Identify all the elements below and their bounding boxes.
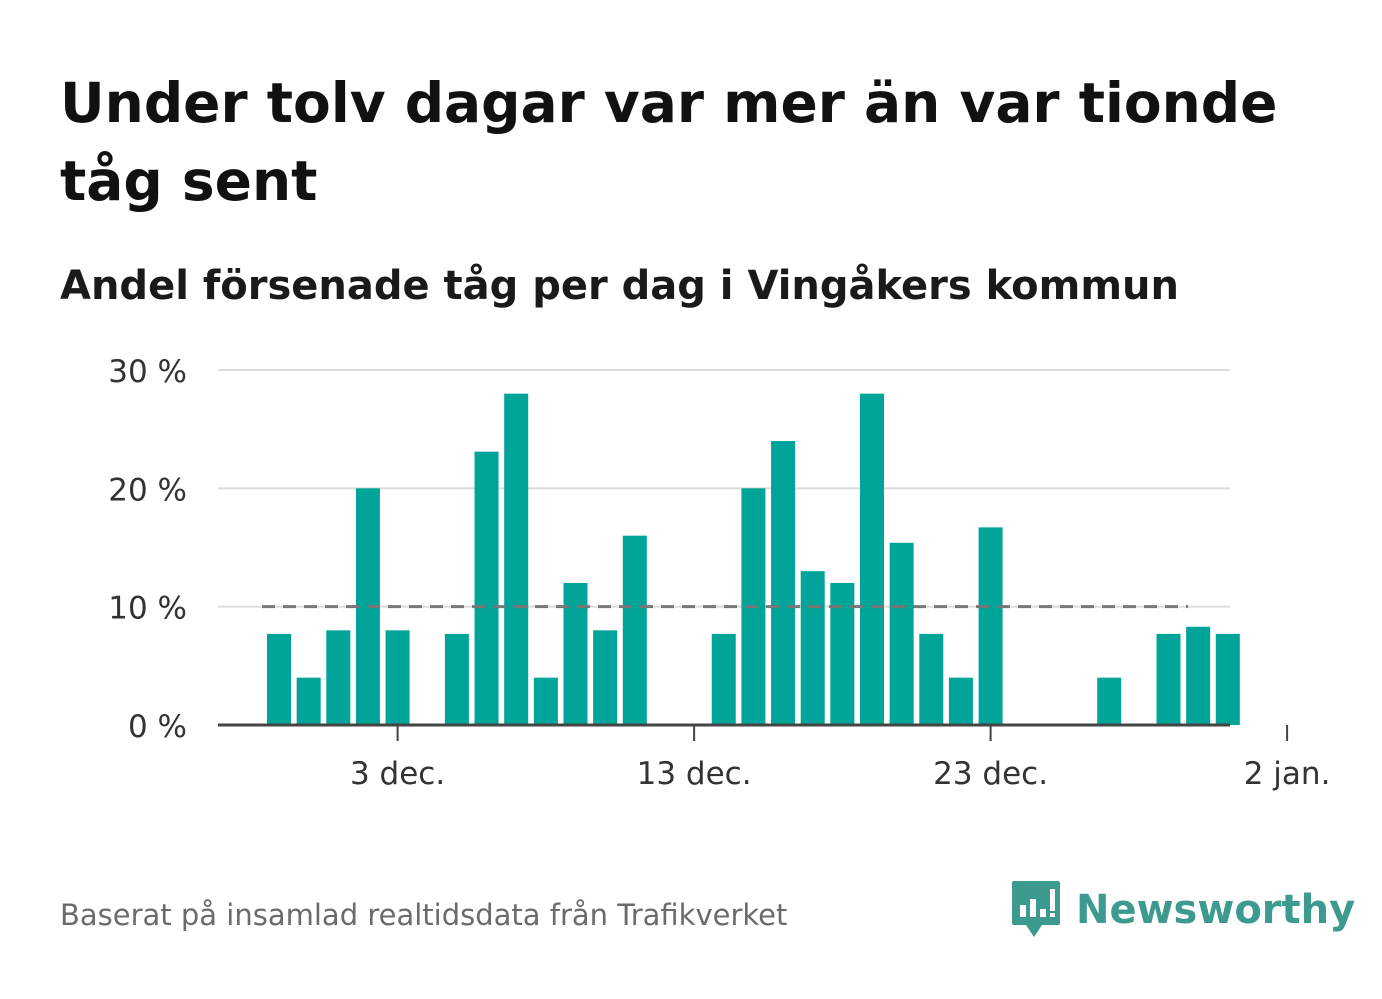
y-tick-label: 20 %	[108, 472, 187, 508]
bar	[622, 535, 647, 725]
y-tick-label: 10 %	[108, 591, 187, 627]
bar	[563, 583, 588, 725]
y-tick-label: 30 %	[108, 354, 187, 390]
bar	[1215, 633, 1240, 725]
y-tick-label: 0 %	[128, 709, 187, 745]
x-tick-label: 13 dec.	[637, 756, 752, 792]
bar	[1156, 633, 1181, 725]
x-tick-label: 2 jan.	[1244, 756, 1331, 792]
bar	[948, 677, 973, 725]
bar	[504, 393, 529, 725]
bar	[593, 630, 618, 725]
chart-title: Under tolv dagar var mer än var tionde t…	[60, 71, 1278, 213]
bar	[474, 451, 499, 725]
x-tick-label: 3 dec.	[350, 756, 445, 792]
bar	[919, 633, 944, 725]
bar-chart: 0 % 10 % 20 % 30 % 3 dec. 13 dec. 23 dec. 2 jan…	[108, 354, 1331, 792]
source-note: Baserat på insamlad realtidsdata från Tr…	[60, 898, 788, 932]
bar	[444, 633, 469, 725]
bar	[771, 441, 796, 725]
x-tick-label: 23 dec.	[933, 756, 1048, 792]
bar	[978, 527, 1003, 725]
brand-logo: Newsworthy	[1010, 878, 1355, 942]
bar	[326, 630, 351, 725]
bar	[1186, 626, 1211, 725]
bar	[889, 542, 914, 725]
bar	[711, 633, 736, 725]
bar	[533, 677, 558, 725]
brand-name: Newsworthy	[1076, 887, 1356, 933]
bar	[296, 677, 321, 725]
bar	[267, 633, 291, 725]
bar	[830, 583, 855, 725]
newsworthy-logo-icon	[1012, 881, 1060, 937]
bar	[800, 571, 825, 725]
bar	[1097, 677, 1122, 725]
bar	[860, 393, 884, 725]
chart-subtitle: Andel försenade tåg per dag i Vingåkers …	[60, 263, 1179, 309]
bar	[385, 630, 410, 725]
